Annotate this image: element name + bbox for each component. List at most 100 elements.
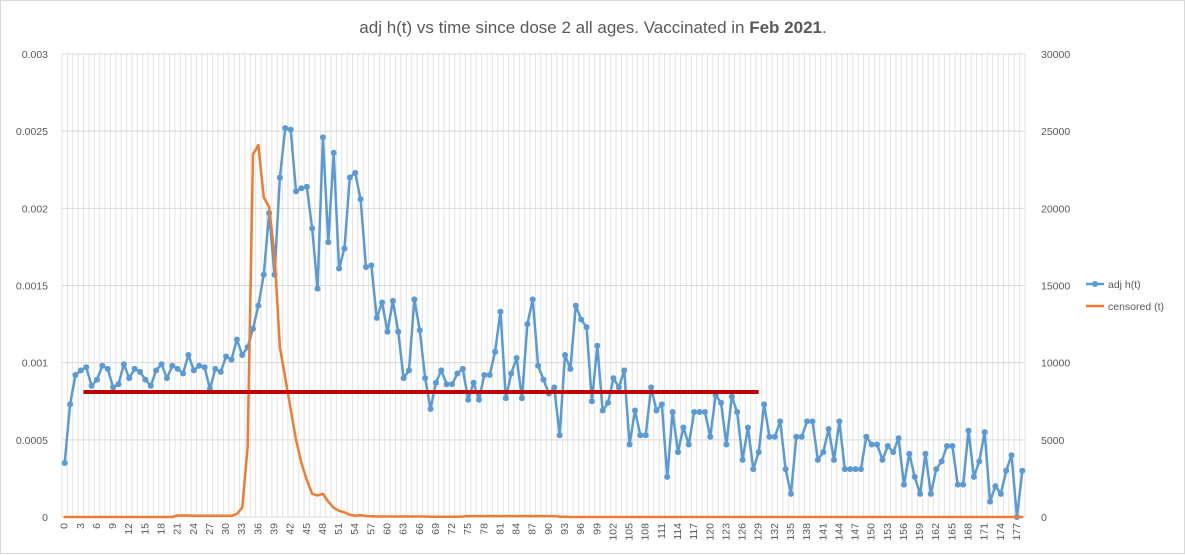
x-tick-label: 162 xyxy=(930,523,942,541)
x-tick-label: 15 xyxy=(139,523,151,535)
data-point xyxy=(142,376,149,383)
data-point xyxy=(610,375,617,382)
data-point xyxy=(319,134,326,141)
data-point xyxy=(540,376,547,383)
data-point xyxy=(906,450,913,457)
data-point xyxy=(475,396,482,403)
data-point xyxy=(605,399,612,406)
data-point xyxy=(228,356,235,363)
data-point xyxy=(325,239,332,246)
data-point xyxy=(427,405,434,412)
data-point xyxy=(298,185,305,192)
data-point xyxy=(1003,467,1010,474)
x-tick-label: 168 xyxy=(963,523,975,541)
x-tick-label: 39 xyxy=(269,523,281,535)
data-point xyxy=(567,365,574,372)
data-point xyxy=(615,384,622,391)
x-tick-label: 114 xyxy=(672,523,684,540)
data-point xyxy=(744,424,751,431)
data-point xyxy=(965,427,972,434)
data-point xyxy=(895,435,902,442)
x-tick-label: 159 xyxy=(914,523,926,541)
y-right-tick-label: 30000 xyxy=(1041,49,1070,61)
data-point xyxy=(734,409,741,416)
data-point xyxy=(233,336,240,343)
data-point xyxy=(346,174,353,181)
x-tick-label: 174 xyxy=(995,523,1007,541)
x-tick-label: 111 xyxy=(656,523,668,539)
data-point xyxy=(287,126,294,133)
data-point xyxy=(249,325,256,332)
data-point xyxy=(190,367,197,374)
chart-title: adj h(t) vs time since dose 2 all ages. … xyxy=(359,18,826,37)
data-point xyxy=(820,449,827,456)
data-point xyxy=(158,361,165,368)
data-point xyxy=(857,466,864,473)
data-point xyxy=(217,368,224,375)
data-point xyxy=(196,362,203,369)
y-right-tick-label: 20000 xyxy=(1041,203,1070,215)
data-point xyxy=(933,466,940,473)
data-point xyxy=(502,395,509,402)
x-tick-label: 132 xyxy=(769,523,781,541)
data-point xyxy=(93,376,100,383)
data-point xyxy=(470,379,477,386)
data-point xyxy=(260,271,267,278)
x-tick-label: 75 xyxy=(462,523,474,535)
data-point xyxy=(954,481,961,488)
data-point xyxy=(680,424,687,431)
data-point xyxy=(809,418,816,425)
y-left-tick-label: 0 xyxy=(42,512,48,524)
data-point xyxy=(664,473,671,480)
y-right-tick-label: 10000 xyxy=(1041,358,1070,370)
legend: adj h(t) censored (t) xyxy=(1086,279,1164,313)
data-point xyxy=(508,370,515,377)
data-point xyxy=(120,361,127,368)
data-point xyxy=(599,407,606,414)
x-tick-label: 12 xyxy=(123,523,135,535)
data-point xyxy=(718,399,725,406)
data-point xyxy=(395,328,402,335)
x-tick-label: 48 xyxy=(317,523,329,535)
data-point xyxy=(766,433,773,440)
x-tick-label: 27 xyxy=(204,523,216,535)
data-point xyxy=(529,296,536,303)
data-point xyxy=(432,379,439,386)
data-point xyxy=(863,433,870,440)
y-left-tick-label: 0.0015 xyxy=(16,281,48,293)
data-point xyxy=(594,342,601,349)
data-point xyxy=(674,449,681,456)
data-point xyxy=(163,375,170,382)
x-tick-label: 93 xyxy=(559,523,571,535)
data-point xyxy=(685,441,692,448)
data-point xyxy=(400,375,407,382)
data-point xyxy=(362,263,369,270)
x-tick-label: 126 xyxy=(737,523,749,541)
data-point xyxy=(341,245,348,252)
data-point xyxy=(648,384,655,391)
x-tick-label: 60 xyxy=(381,523,393,535)
x-tick-label: 144 xyxy=(833,523,845,541)
data-point xyxy=(303,183,310,190)
data-point xyxy=(147,382,154,389)
data-point xyxy=(1019,467,1026,474)
x-tick-label: 18 xyxy=(156,523,168,535)
data-point xyxy=(642,432,649,439)
x-tick-label: 87 xyxy=(527,523,539,535)
data-point xyxy=(938,458,945,465)
x-tick-label: 72 xyxy=(446,523,458,535)
y-right-tick-label: 0 xyxy=(1041,512,1047,524)
data-point xyxy=(406,367,413,374)
x-tick-label: 9 xyxy=(107,523,119,529)
x-tick-label: 96 xyxy=(575,523,587,535)
data-point xyxy=(126,375,133,382)
data-point xyxy=(131,365,138,372)
data-point xyxy=(847,466,854,473)
data-point xyxy=(917,490,924,497)
data-point xyxy=(572,302,579,309)
x-tick-label: 165 xyxy=(946,523,958,541)
data-point xyxy=(1008,452,1015,459)
x-tick-label: 90 xyxy=(543,523,555,535)
x-tick-label: 0 xyxy=(59,523,71,529)
data-point xyxy=(330,149,337,156)
